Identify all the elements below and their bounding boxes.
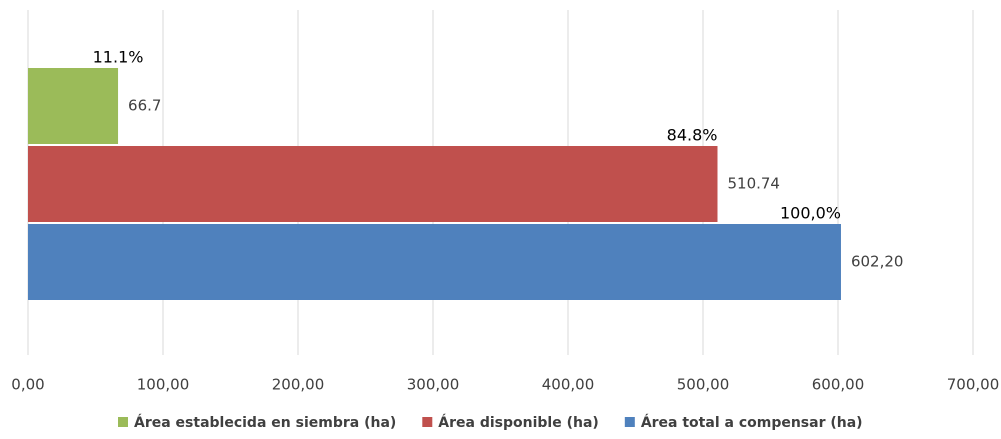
bar: [28, 224, 841, 300]
x-tick-label: 100,00: [137, 376, 190, 394]
legend-swatch: [422, 417, 433, 427]
legend-swatch: [624, 417, 635, 427]
value-label: 602,20: [851, 253, 904, 271]
x-tick-label: 400,00: [542, 376, 595, 394]
x-tick-label: 200,00: [272, 376, 325, 394]
percent-label: 100,0%: [780, 204, 841, 223]
percent-label: 11.1%: [93, 48, 144, 67]
percent-label: 84.8%: [667, 126, 718, 145]
value-label: 510.74: [727, 175, 780, 193]
value-label: 66.7: [128, 97, 161, 115]
x-tick-label: 300,00: [407, 376, 460, 394]
bar: [28, 146, 718, 222]
bar: [28, 68, 119, 144]
legend-swatch: [118, 417, 128, 427]
legend-label: Área disponible (ha): [438, 414, 599, 431]
x-tick-label: 700,00: [947, 376, 1000, 394]
legend-label: Área total a compensar (ha): [641, 414, 863, 431]
legend-label: Área establecida en siembra (ha): [134, 414, 396, 431]
x-tick-label: 500,00: [677, 376, 730, 394]
x-tick-label: 0,00: [11, 376, 44, 394]
x-tick-label: 600,00: [812, 376, 865, 394]
